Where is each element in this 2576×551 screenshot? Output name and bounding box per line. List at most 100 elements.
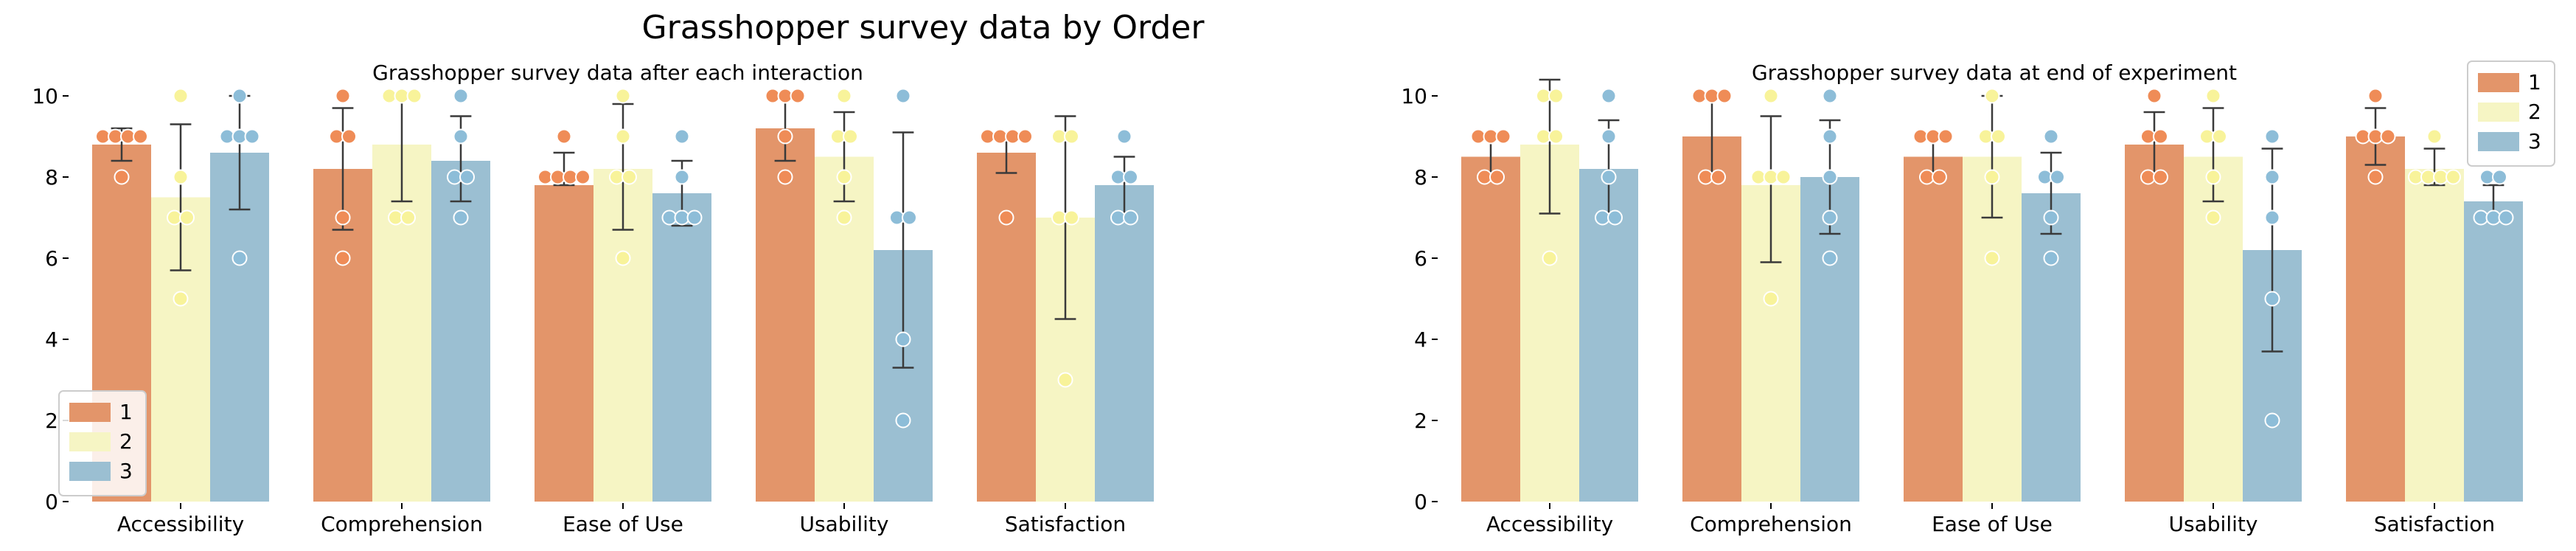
data-point xyxy=(622,169,637,185)
data-point xyxy=(2367,169,2384,185)
data-point xyxy=(2153,169,2168,185)
data-point xyxy=(173,291,189,307)
data-point xyxy=(335,88,351,104)
bar xyxy=(2184,156,2243,502)
data-point xyxy=(2426,128,2443,145)
x-tick-label: Comprehension xyxy=(321,512,483,536)
data-point xyxy=(244,128,260,145)
data-point xyxy=(836,88,852,104)
data-point xyxy=(1495,128,1511,145)
data-point xyxy=(1775,169,1792,185)
chart-title: Grasshopper survey data by Order xyxy=(642,9,1205,46)
data-point xyxy=(1017,128,1033,145)
x-tick-label: Ease of Use xyxy=(1932,512,2053,536)
data-point xyxy=(674,128,690,145)
data-point xyxy=(777,128,793,145)
data-point xyxy=(232,88,248,104)
data-point xyxy=(556,128,572,145)
data-point xyxy=(2043,128,2059,145)
bar xyxy=(815,156,874,502)
x-tick-label: Satisfaction xyxy=(1005,512,1126,536)
data-point xyxy=(232,250,248,266)
data-point xyxy=(2153,128,2168,145)
data-point xyxy=(1607,209,1623,226)
data-point xyxy=(173,88,189,104)
bar xyxy=(1904,156,1963,502)
data-point xyxy=(335,250,351,266)
y-tick-label: 10 xyxy=(1401,84,1427,108)
bar xyxy=(1579,169,1638,502)
bar xyxy=(210,153,269,502)
data-point xyxy=(114,169,130,185)
legend-swatch xyxy=(69,462,111,481)
data-point xyxy=(1822,88,1838,104)
data-point xyxy=(453,88,469,104)
legend: 1 2 3 xyxy=(58,390,147,496)
bar xyxy=(372,145,431,502)
data-point xyxy=(2264,169,2280,185)
bar xyxy=(2022,193,2081,502)
bar xyxy=(652,193,711,502)
data-point xyxy=(1064,128,1079,145)
data-point xyxy=(615,128,631,145)
data-point xyxy=(179,209,195,226)
data-point xyxy=(2264,209,2280,226)
data-point xyxy=(895,88,911,104)
bar xyxy=(756,128,815,502)
data-point xyxy=(2205,209,2221,226)
data-point xyxy=(2492,169,2507,185)
legend-label: 2 xyxy=(2528,100,2541,124)
data-point xyxy=(2264,412,2280,429)
data-point xyxy=(1548,128,1564,145)
data-point xyxy=(686,209,703,226)
data-point xyxy=(1822,209,1838,226)
data-point xyxy=(1822,250,1838,266)
y-tick-label: 2 xyxy=(45,409,58,433)
legend-label: 1 xyxy=(2528,70,2541,94)
data-point xyxy=(674,169,690,185)
data-point xyxy=(836,209,852,226)
data-point xyxy=(895,412,911,429)
data-point xyxy=(2043,250,2059,266)
data-point xyxy=(2205,169,2221,185)
data-point xyxy=(836,169,852,185)
legend-swatch xyxy=(69,403,111,422)
panel-title: Grasshopper survey data at end of experi… xyxy=(1752,60,2237,85)
data-point xyxy=(575,169,591,185)
data-point xyxy=(341,128,357,145)
legend-swatch xyxy=(69,432,111,451)
data-point xyxy=(1938,128,1954,145)
bar xyxy=(1461,156,1520,502)
data-point xyxy=(615,88,631,104)
data-point xyxy=(615,250,631,266)
y-tick-label: 0 xyxy=(1414,490,1427,514)
data-point xyxy=(2367,88,2384,104)
bar xyxy=(2405,169,2464,502)
bar xyxy=(1682,136,1741,502)
x-tick-label: Usability xyxy=(2169,512,2258,536)
data-point xyxy=(1064,209,1079,226)
legend-swatch xyxy=(2478,103,2519,122)
x-tick-label: Accessibility xyxy=(1486,512,1613,536)
data-point xyxy=(2205,88,2221,104)
data-point xyxy=(1548,88,1564,104)
panel-end-of-experiment: Grasshopper survey data at end of experi… xyxy=(1401,60,2555,536)
x-tick-label: Satisfaction xyxy=(2374,512,2495,536)
data-point xyxy=(998,209,1014,226)
data-point xyxy=(1116,128,1132,145)
legend-label: 2 xyxy=(119,429,133,454)
panel-after-each-interaction: Grasshopper survey data after each inter… xyxy=(32,60,1154,536)
data-point xyxy=(1489,169,1505,185)
legend-label: 3 xyxy=(2528,129,2541,153)
data-point xyxy=(902,209,917,226)
data-point xyxy=(2264,128,2280,145)
y-tick-label: 6 xyxy=(45,246,58,271)
bar xyxy=(977,153,1036,502)
data-point xyxy=(2264,291,2280,307)
data-point xyxy=(1984,169,2000,185)
y-tick-label: 0 xyxy=(45,490,58,514)
bar xyxy=(535,185,593,502)
data-point xyxy=(790,88,806,104)
data-point xyxy=(2212,128,2227,145)
data-point xyxy=(1123,169,1138,185)
